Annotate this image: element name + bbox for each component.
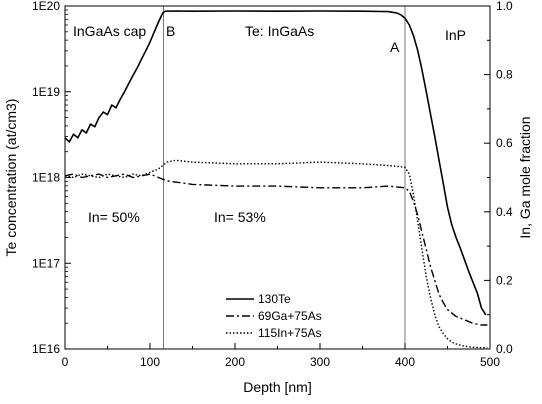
y-right-tick-label: 0.8 [496,68,513,82]
x-tick-label: 100 [140,355,160,369]
y-left-tick-label: 1E19 [32,85,60,99]
legend: 130Te 69Ga+75As 115In+75As [226,292,322,340]
interface-label-a: A [390,39,400,55]
x-tick-label: 500 [480,355,500,369]
annotation-layer: InGaAs cap B Te: InGaAs A InP In= 50% In… [73,23,466,225]
series-line-1 [64,10,487,316]
legend-label-130te: 130Te [258,292,291,306]
x-axis-title: Depth [nm] [243,379,311,395]
y-right-tick-label: 0.0 [496,342,513,356]
x-tick-label: 0 [62,355,69,369]
y-right-axis-title: In, Ga mole fraction [517,116,533,238]
annotation-te-ingaas: Te: InGaAs [245,23,314,39]
y-left-tick-label: 1E16 [32,342,60,356]
annotation-inp: InP [445,27,466,43]
y-right-tick-label: 0.6 [496,136,513,150]
interface-label-b: B [166,23,175,39]
legend-label-115in-75as: 115In+75As [258,326,322,340]
x-tick-label: 300 [310,355,330,369]
y-left-tick-label: 1E17 [32,256,60,270]
annotation-ingaas-cap: InGaAs cap [73,23,146,39]
y-right-tick-label: 1.0 [496,0,513,13]
x-tick-label: 400 [395,355,415,369]
legend-label-69ga-75as: 69Ga+75As [258,309,322,323]
y-right-tick-label: 0.2 [496,273,513,287]
annotation-in-53: In= 53% [214,209,266,225]
series-line-2 [64,173,488,326]
x-tick-label: 200 [225,355,245,369]
annotation-in-50: In= 50% [88,209,140,225]
plot-layer: 0 100 200 300 400 500 1E16 1E17 1E18 1E19 1E20 0.0 0… [3,0,533,395]
y-left-axis-title: Te concentration (at/cm3) [3,99,19,257]
y-left-tick-label: 1E20 [32,0,60,13]
y-left-tick-label: 1E18 [32,171,60,185]
y-right-tick-label: 0.4 [496,205,513,219]
